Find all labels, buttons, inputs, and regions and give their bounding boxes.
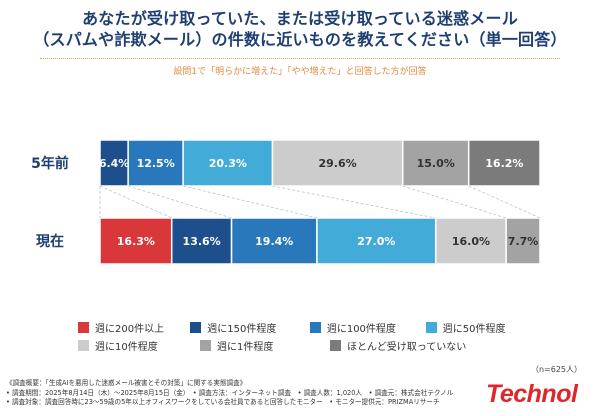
data-label: 13.6% (183, 235, 221, 248)
bar-segment (127, 139, 184, 187)
respondent-count: （n=625人） (530, 365, 582, 374)
title-divider (40, 58, 560, 59)
legend-label: 週に200件以上 (95, 323, 165, 335)
data-label: 12.5% (137, 157, 175, 170)
legend: 週に200件以上 週に150件程度 週に100件程度 週に50件程度 週に10件… (78, 318, 538, 354)
bar-segment (505, 217, 541, 265)
legend-label: 週に10件程度 (95, 341, 158, 353)
legend-item: 週に100件程度 (309, 320, 426, 335)
legend-label: 週に150件程度 (207, 323, 277, 335)
connector-line (99, 185, 172, 219)
legend-row-2: 週に10件程度 週に1件程度 ほとんど受け取っていない (78, 336, 538, 354)
category-label: 現在 (36, 233, 64, 250)
data-label: 16.0% (452, 235, 490, 248)
legend-swatch (78, 339, 89, 351)
connector-line (128, 185, 232, 219)
legend-label: 週に50件程度 (442, 323, 506, 335)
data-label: 27.0% (357, 235, 395, 248)
legend-swatch (78, 321, 89, 333)
chart-subtitle: 設問1で「明らかに増えた」「やや増えた」と回答した方が回答 (173, 67, 427, 77)
survey-overview: 《調査概要：「生成AIを悪用した迷惑メール被害とその対策」に関する実態調査》 •… (6, 379, 476, 408)
legend-item: 週に150件程度 (190, 320, 310, 335)
bar-segment (467, 139, 541, 187)
bar-segment (230, 217, 318, 265)
data-label: 29.6% (319, 157, 357, 170)
category-label: 5年前 (31, 155, 69, 172)
legend-item: 週に50件程度 (425, 320, 538, 335)
survey-line-3: • 調査対象：調査回答時に23～59歳の5年以上オフィスワークをしている会社員で… (6, 398, 440, 406)
legend-row-1: 週に200件以上 週に150件程度 週に100件程度 週に50件程度 (78, 318, 538, 336)
legend-swatch (309, 321, 321, 333)
survey-line-2: • 調査期間：2025年8月14日（木）～2025年8月15日（金） • 調査方… (6, 388, 454, 397)
technol-logo: Technol (486, 380, 578, 408)
title-line-2: （スパムや詐欺メール）の件数に近いものを教えてください（単一回答） (33, 30, 567, 49)
data-label: 6.4% (99, 157, 130, 170)
legend-swatch (190, 321, 202, 333)
bar-segment (99, 139, 129, 187)
legend-swatch (200, 339, 211, 351)
bar-segment (434, 217, 507, 265)
bar-segment (271, 139, 404, 187)
legend-item: 週に10件程度 (78, 338, 200, 353)
data-label: 16.2% (485, 157, 523, 170)
legend-item: ほとんど受け取っていない (330, 338, 466, 353)
legend-item: 週に200件以上 (78, 320, 190, 335)
legend-item: 週に1件程度 (200, 338, 330, 353)
legend-label: 週に1件程度 (217, 341, 274, 353)
title-line-1: あなたが受け取っていた、または受け取っている迷惑メール (82, 9, 518, 28)
data-label: 15.0% (417, 157, 455, 170)
legend-swatch (330, 339, 341, 351)
data-label: 7.7% (508, 235, 539, 248)
data-label: 19.4% (255, 235, 293, 248)
connector-line (402, 185, 507, 219)
data-label: 20.3% (209, 157, 247, 170)
bar-segment (170, 217, 233, 265)
legend-label: 週に100件程度 (326, 323, 396, 335)
bar-segment (401, 139, 470, 187)
survey-line-1: 《調査概要：「生成AIを悪用した迷惑メール被害とその対策」に関する実態調査》 (6, 379, 247, 387)
connector-line (468, 185, 541, 219)
legend-label: ほとんど受け取っていない (347, 341, 467, 353)
connector-line (183, 185, 318, 219)
data-label: 16.3% (117, 235, 155, 248)
bar-segment (182, 139, 274, 187)
legend-swatch (425, 321, 437, 333)
connector-line (272, 185, 436, 219)
chart-title: あなたが受け取っていた、または受け取っている迷惑メール （スパムや詐欺メール）の… (0, 8, 600, 50)
